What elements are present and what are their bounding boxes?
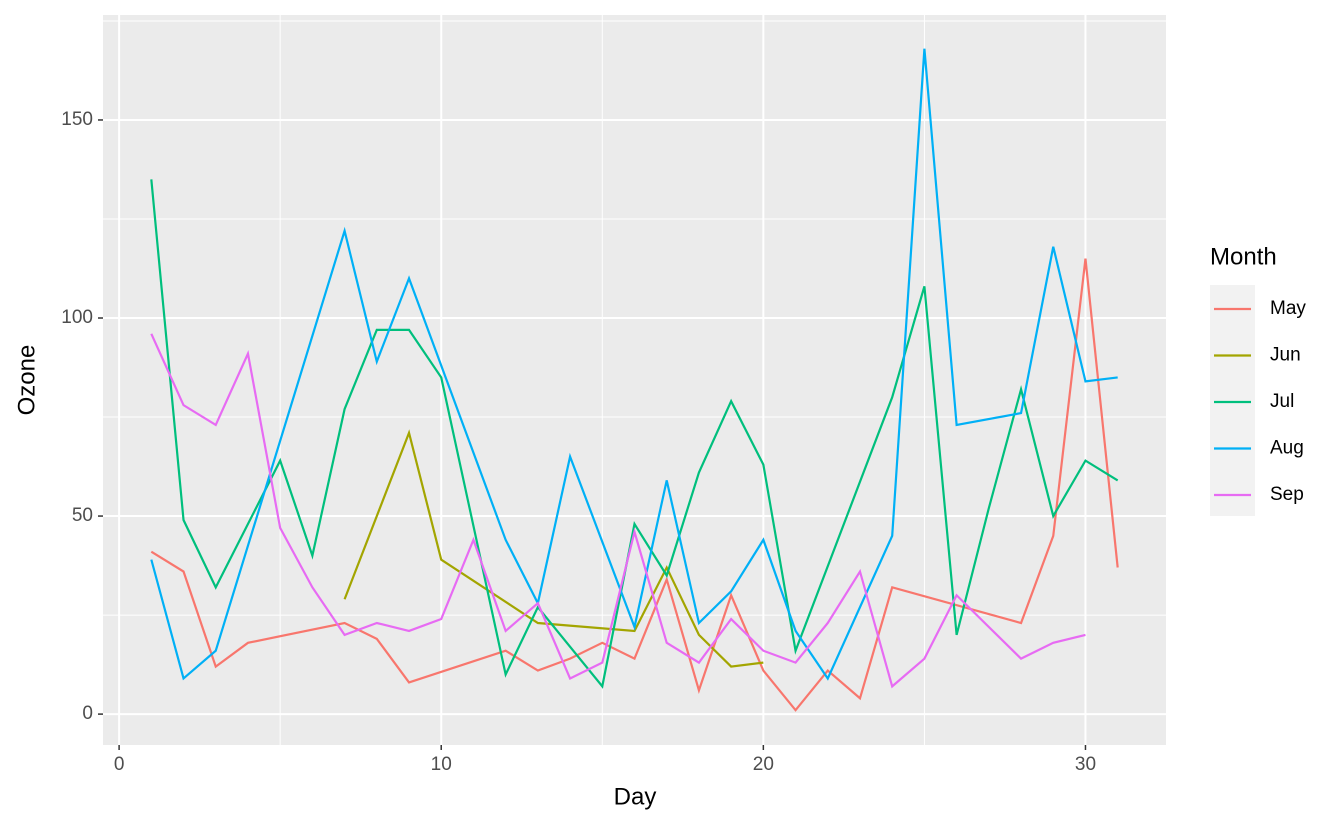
- y-axis-label: Ozone: [13, 345, 40, 416]
- y-tick-label: 150: [61, 109, 93, 130]
- panel: [103, 15, 1166, 745]
- x-tick-label: 0: [114, 754, 125, 775]
- legend-label: May: [1270, 298, 1306, 319]
- y-tick-label: 0: [82, 703, 93, 724]
- x-axis-label: Day: [614, 783, 657, 810]
- legend-label: Aug: [1270, 438, 1304, 459]
- legend-label: Jul: [1270, 391, 1294, 412]
- series-line: [343, 429, 764, 668]
- x-tick-label: 30: [1075, 754, 1096, 775]
- series-line: [150, 48, 1118, 681]
- series-line: [150, 258, 1119, 712]
- y-tick-label: 50: [72, 505, 93, 526]
- x-tick-label: 20: [753, 754, 774, 775]
- series-line: [150, 333, 1086, 689]
- legend-label: Sep: [1270, 484, 1304, 505]
- legend-background: [1210, 285, 1255, 516]
- y-tick-label: 100: [61, 307, 93, 328]
- x-tick-label: 10: [431, 754, 452, 775]
- legend-label: Jun: [1270, 345, 1301, 366]
- legend-title: Month: [1210, 243, 1277, 270]
